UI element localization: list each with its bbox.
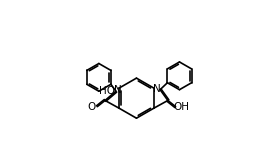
Text: HO: HO <box>99 86 115 96</box>
Text: OH: OH <box>174 102 190 112</box>
Text: O: O <box>87 102 95 112</box>
Text: N: N <box>114 85 122 95</box>
Text: N: N <box>153 84 161 94</box>
